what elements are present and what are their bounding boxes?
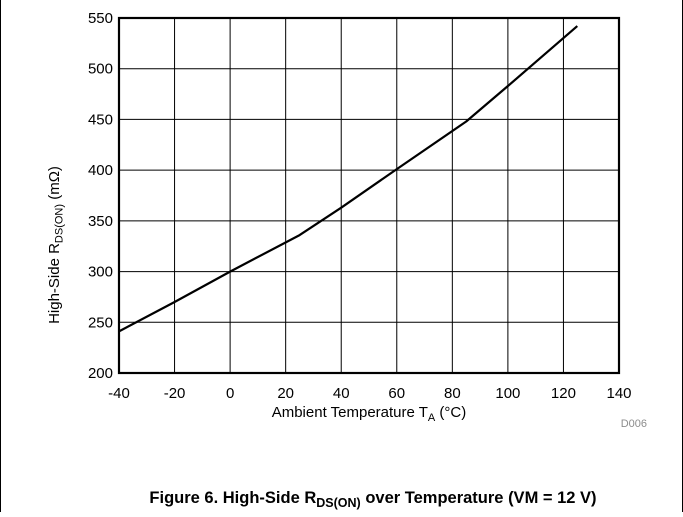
x-tick-label: 80 <box>444 385 461 402</box>
x-tick-label: 60 <box>388 385 405 402</box>
figure-code: D006 <box>621 418 647 430</box>
x-axis-label: Ambient Temperature TA (°C) <box>272 404 467 424</box>
y-tick-label: 250 <box>88 314 113 331</box>
y-tick-labels: 200 250 300 350 400 450 500 550 <box>88 10 113 382</box>
x-tick-labels: -40 -20 0 20 40 60 80 100 120 140 <box>108 385 631 402</box>
plot-frame <box>117 16 621 375</box>
y-tick-label: 450 <box>88 111 113 128</box>
y-tick-label: 200 <box>88 365 113 382</box>
x-tick-label: -20 <box>164 385 186 402</box>
y-axis-label: High-Side RDS(ON) (mΩ) <box>46 166 66 324</box>
x-tick-label: 20 <box>277 385 294 402</box>
grid <box>118 17 620 374</box>
y-tick-label: 400 <box>88 162 113 179</box>
x-tick-label: 40 <box>333 385 350 402</box>
x-tick-label: 120 <box>551 385 576 402</box>
x-tick-label: -40 <box>108 385 130 402</box>
y-tick-label: 300 <box>88 264 113 281</box>
y-tick-label: 550 <box>88 10 113 27</box>
y-tick-label: 350 <box>88 213 113 230</box>
figure-caption: Figure 6. High-Side RDS(ON) over Tempera… <box>149 489 596 510</box>
x-tick-label: 140 <box>606 385 631 402</box>
y-tick-label: 500 <box>88 61 113 78</box>
x-tick-label: 100 <box>495 385 520 402</box>
series-line <box>118 25 579 333</box>
x-tick-label: 0 <box>226 385 234 402</box>
